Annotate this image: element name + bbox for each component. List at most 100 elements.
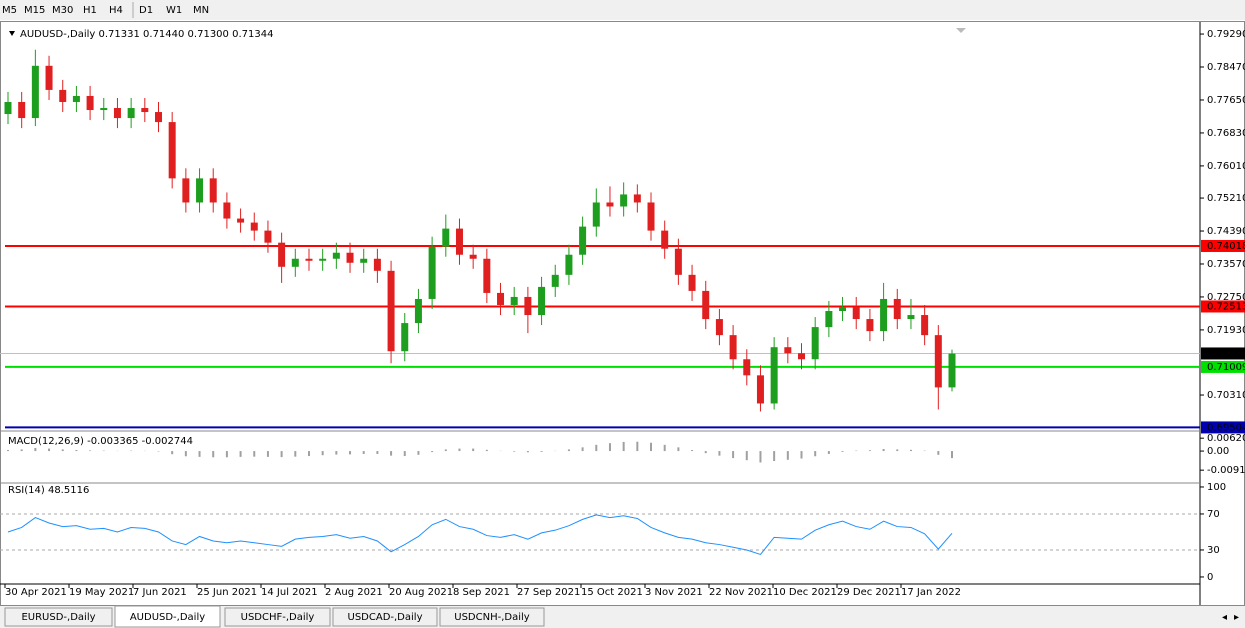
candle-body <box>893 298 901 320</box>
price-level-label: 0.71009 <box>1207 362 1245 373</box>
candle-body <box>442 228 450 247</box>
y-tick-label: 0.72750 <box>1207 292 1245 303</box>
candle-body <box>250 222 258 231</box>
y-tick-label: 30 <box>1207 545 1220 556</box>
candle-body <box>825 311 833 328</box>
candle-body <box>154 112 162 123</box>
x-tick-label: 7 Jun 2021 <box>133 587 187 598</box>
tab-label[interactable]: USDCHF-,Daily <box>241 612 315 623</box>
candle-body <box>223 202 231 219</box>
y-tick-label: 0.76010 <box>1207 161 1245 172</box>
candle-body <box>141 108 149 113</box>
candle-body <box>59 89 67 102</box>
candle-body <box>702 290 710 320</box>
y-tick-label: 0.74390 <box>1207 226 1245 237</box>
symbol-menu[interactable] <box>9 31 15 36</box>
candle-body <box>360 258 368 263</box>
price-level-box <box>1201 300 1245 313</box>
candle-body <box>209 178 217 203</box>
candle-body <box>565 254 573 275</box>
x-tick-label: 20 Aug 2021 <box>389 587 453 598</box>
price-level-box <box>1201 360 1245 373</box>
timeframe-button[interactable]: MN <box>193 5 209 16</box>
candle-body <box>784 347 792 354</box>
candle-body <box>538 286 546 316</box>
x-tick-label: 22 Nov 2021 <box>709 587 773 598</box>
tab[interactable] <box>224 607 331 627</box>
tab-label[interactable]: USDCNH-,Daily <box>454 612 530 623</box>
price-level-label: 0.74018 <box>1207 241 1245 252</box>
y-tick-label: 0.78470 <box>1207 62 1245 73</box>
candle-body <box>497 292 505 305</box>
candle-body <box>414 298 422 324</box>
tab[interactable] <box>4 607 113 627</box>
candle-body <box>72 95 80 102</box>
last-price-box <box>1201 347 1245 360</box>
tab[interactable] <box>439 607 545 627</box>
tab-label[interactable]: AUDUSD-,Daily <box>130 612 205 623</box>
candle-body <box>86 95 94 111</box>
shift-marker <box>956 28 966 33</box>
candle-body <box>770 347 778 404</box>
timeframe-button[interactable]: D1 <box>139 5 153 16</box>
candle-body <box>592 202 600 227</box>
candle-body <box>798 353 806 360</box>
x-tick-label: 29 Dec 2021 <box>837 587 901 598</box>
y-tick-label: 0.00 <box>1207 446 1229 457</box>
candle-body <box>620 194 628 207</box>
indicator-label: RSI(14) 48.5116 <box>8 485 89 496</box>
tab[interactable] <box>332 607 438 627</box>
x-tick-label: 19 May 2021 <box>69 587 134 598</box>
candle-body <box>127 108 135 119</box>
candle-body <box>305 258 313 261</box>
candle-body <box>319 258 327 261</box>
candle-body <box>907 315 915 320</box>
candle-body <box>551 274 559 287</box>
y-tick-label: 0.76830 <box>1207 128 1245 139</box>
y-tick-label: 0.73570 <box>1207 259 1245 270</box>
x-tick-label: 3 Nov 2021 <box>645 587 703 598</box>
candle-body <box>113 108 121 119</box>
scroll-left[interactable]: ◂ <box>1222 612 1227 623</box>
chart-frame <box>0 21 1245 606</box>
candle-body <box>469 254 477 259</box>
candle-body <box>45 65 53 90</box>
candle-body <box>291 258 299 267</box>
price-level-box <box>1201 239 1245 252</box>
candle-body <box>483 258 491 293</box>
candle-body <box>401 323 409 352</box>
toolbar <box>0 0 1245 20</box>
candle-body <box>387 270 395 352</box>
candle-body <box>237 218 245 223</box>
y-tick-label: 100 <box>1207 482 1226 493</box>
candle-body <box>934 335 942 388</box>
candle-body <box>196 178 204 203</box>
tab[interactable] <box>114 605 221 628</box>
timeframe-button[interactable]: M5 <box>2 5 17 16</box>
candle-body <box>373 258 381 271</box>
candle-body <box>715 319 723 336</box>
timeframe-button[interactable]: W1 <box>166 5 182 16</box>
candle-body <box>346 252 354 263</box>
candle-body <box>729 335 737 360</box>
timeframe-button[interactable]: M30 <box>52 5 73 16</box>
candle-body <box>866 319 874 332</box>
scroll-right[interactable]: ▸ <box>1234 612 1239 623</box>
timeframe-button[interactable]: H1 <box>83 5 97 16</box>
chart-header: AUDUSD-,Daily 0.71331 0.71440 0.71300 0.… <box>20 29 273 40</box>
y-tick-label: 0.71930 <box>1207 325 1245 336</box>
x-tick-label: 25 Jun 2021 <box>197 587 257 598</box>
x-tick-label: 2 Aug 2021 <box>325 587 383 598</box>
timeframe-button[interactable]: H4 <box>109 5 123 16</box>
tab-label[interactable]: USDCAD-,Daily <box>348 612 423 623</box>
candle-body <box>510 296 518 305</box>
timeframe-button[interactable]: M15 <box>24 5 45 16</box>
y-tick-label: 0.77650 <box>1207 95 1245 106</box>
candle-body <box>839 306 847 312</box>
y-tick-label: 0.79290 <box>1207 29 1245 40</box>
x-tick-label: 14 Jul 2021 <box>261 587 318 598</box>
candle-body <box>579 226 587 255</box>
candle-body <box>168 122 176 179</box>
tab-label[interactable]: EURUSD-,Daily <box>21 612 95 623</box>
